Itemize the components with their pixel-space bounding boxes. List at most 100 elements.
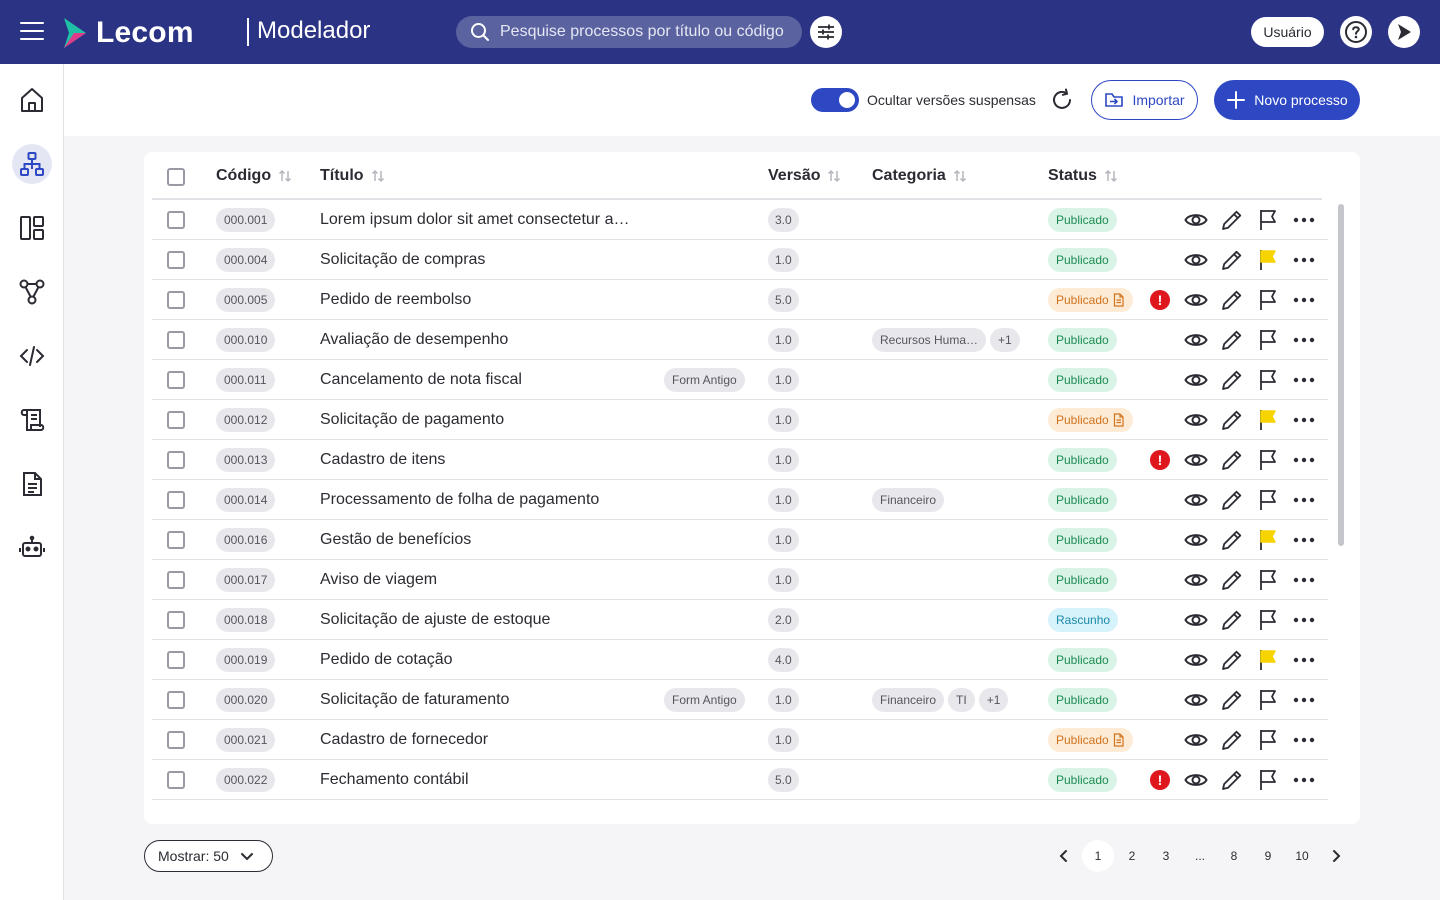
row-checkbox[interactable] [167, 651, 185, 669]
process-title[interactable]: Pedido de cotação [320, 651, 453, 668]
column-header-category[interactable]: Categoria [872, 167, 968, 185]
more-actions-button[interactable] [1292, 528, 1316, 552]
refresh-button[interactable] [1048, 86, 1076, 114]
alert-icon[interactable]: ! [1150, 450, 1170, 470]
new-process-button[interactable]: Novo processo [1214, 80, 1360, 120]
user-button[interactable]: Usuário [1251, 17, 1324, 47]
more-actions-button[interactable] [1292, 488, 1316, 512]
process-title[interactable]: Solicitação de faturamento [320, 691, 510, 708]
row-checkbox[interactable] [167, 531, 185, 549]
more-actions-button[interactable] [1292, 688, 1316, 712]
column-header-version[interactable]: Versão [768, 167, 842, 185]
flag-button[interactable] [1256, 328, 1280, 352]
process-title[interactable]: Cancelamento de nota fiscal [320, 371, 522, 388]
sidebar-item-workflow[interactable] [12, 272, 52, 312]
edit-button[interactable] [1220, 528, 1244, 552]
flag-button[interactable] [1256, 728, 1280, 752]
sidebar-item-code[interactable] [12, 336, 52, 376]
row-checkbox[interactable] [167, 331, 185, 349]
process-title[interactable]: Solicitação de ajuste de estoque [320, 611, 551, 628]
more-actions-button[interactable] [1292, 568, 1316, 592]
page-button[interactable]: 8 [1230, 849, 1238, 863]
flag-button[interactable] [1256, 448, 1280, 472]
table-row[interactable]: 000.011 Cancelamento de nota fiscal Form A… [152, 360, 1328, 400]
table-row[interactable]: 000.010 Avaliação de desempenho 1.0 Recurso… [152, 320, 1328, 360]
edit-button[interactable] [1220, 688, 1244, 712]
column-header-code[interactable]: Código [216, 167, 293, 185]
table-row[interactable]: 000.001 Lorem ipsum dolor sit amet consec… [152, 200, 1328, 240]
row-checkbox[interactable] [167, 771, 185, 789]
menu-icon[interactable] [20, 22, 44, 42]
view-button[interactable] [1184, 528, 1208, 552]
sidebar-item-home[interactable] [12, 80, 52, 120]
flag-button[interactable] [1256, 528, 1280, 552]
flag-button[interactable] [1256, 408, 1280, 432]
alert-icon[interactable]: ! [1150, 290, 1170, 310]
process-title[interactable]: Aviso de viagem [320, 571, 438, 588]
view-button[interactable] [1184, 328, 1208, 352]
edit-button[interactable] [1220, 248, 1244, 272]
view-button[interactable] [1184, 608, 1208, 632]
more-actions-button[interactable] [1292, 368, 1316, 392]
page-button[interactable]: 3 [1162, 849, 1170, 863]
sidebar-item-robots[interactable] [12, 528, 52, 568]
edit-button[interactable] [1220, 448, 1244, 472]
page-size-select[interactable]: Mostrar: 50 [144, 840, 273, 872]
table-row[interactable]: 000.017 Aviso de viagem 1.0 Publicado [152, 560, 1328, 600]
view-button[interactable] [1184, 728, 1208, 752]
process-title[interactable]: Pedido de reembolso [320, 291, 472, 308]
edit-button[interactable] [1220, 368, 1244, 392]
table-row[interactable]: 000.012 Solicitação de pagamento 1.0 Public… [152, 400, 1328, 440]
more-actions-button[interactable] [1292, 408, 1316, 432]
flag-button[interactable] [1256, 248, 1280, 272]
flag-button[interactable] [1256, 208, 1280, 232]
view-button[interactable] [1184, 648, 1208, 672]
edit-button[interactable] [1220, 648, 1244, 672]
flag-button[interactable] [1256, 288, 1280, 312]
page-button[interactable]: 1 [1082, 840, 1114, 872]
process-title[interactable]: Cadastro de itens [320, 451, 446, 468]
filter-button[interactable] [810, 16, 842, 48]
column-header-title[interactable]: Título [320, 167, 386, 185]
table-row[interactable]: 000.004 Solicitação de compras 1.0 Publicad… [152, 240, 1328, 280]
view-button[interactable] [1184, 288, 1208, 312]
row-checkbox[interactable] [167, 611, 185, 629]
previous-page-button[interactable] [1048, 840, 1080, 872]
flag-button[interactable] [1256, 688, 1280, 712]
process-title[interactable]: Fechamento contábil [320, 771, 469, 788]
table-row[interactable]: 000.014 Processamento de folha de pagamen… [152, 480, 1328, 520]
table-row[interactable]: 000.005 Pedido de reembolso 5.0 Publicado! [152, 280, 1328, 320]
table-row[interactable]: 000.021 Cadastro de fornecedor 1.0 Publicad… [152, 720, 1328, 760]
row-checkbox[interactable] [167, 291, 185, 309]
flag-button[interactable] [1256, 768, 1280, 792]
table-row[interactable]: 000.022 Fechamento contábil 5.0 Publicado! [152, 760, 1328, 800]
more-actions-button[interactable] [1292, 608, 1316, 632]
view-button[interactable] [1184, 408, 1208, 432]
row-checkbox[interactable] [167, 211, 185, 229]
process-title[interactable]: Gestão de benefícios [320, 531, 472, 548]
flag-button[interactable] [1256, 488, 1280, 512]
process-title[interactable]: Avaliação de desempenho [320, 331, 509, 348]
edit-button[interactable] [1220, 288, 1244, 312]
sidebar-item-scripts[interactable] [12, 400, 52, 440]
more-actions-button[interactable] [1292, 288, 1316, 312]
more-actions-button[interactable] [1292, 728, 1316, 752]
table-row[interactable]: 000.019 Pedido de cotação 4.0 Publicado [152, 640, 1328, 680]
table-row[interactable]: 000.016 Gestão de benefícios 1.0 Publicado [152, 520, 1328, 560]
sidebar-item-processes[interactable] [12, 144, 52, 184]
edit-button[interactable] [1220, 328, 1244, 352]
more-actions-button[interactable] [1292, 208, 1316, 232]
page-button[interactable]: 9 [1264, 849, 1272, 863]
row-checkbox[interactable] [167, 731, 185, 749]
next-page-button[interactable] [1320, 840, 1352, 872]
view-button[interactable] [1184, 368, 1208, 392]
sidebar-item-dashboard[interactable] [12, 208, 52, 248]
table-scrollbar[interactable] [1338, 204, 1344, 546]
row-checkbox[interactable] [167, 251, 185, 269]
alert-icon[interactable]: ! [1150, 770, 1170, 790]
search-input[interactable] [500, 23, 790, 41]
edit-button[interactable] [1220, 608, 1244, 632]
row-checkbox[interactable] [167, 491, 185, 509]
edit-button[interactable] [1220, 728, 1244, 752]
view-button[interactable] [1184, 688, 1208, 712]
